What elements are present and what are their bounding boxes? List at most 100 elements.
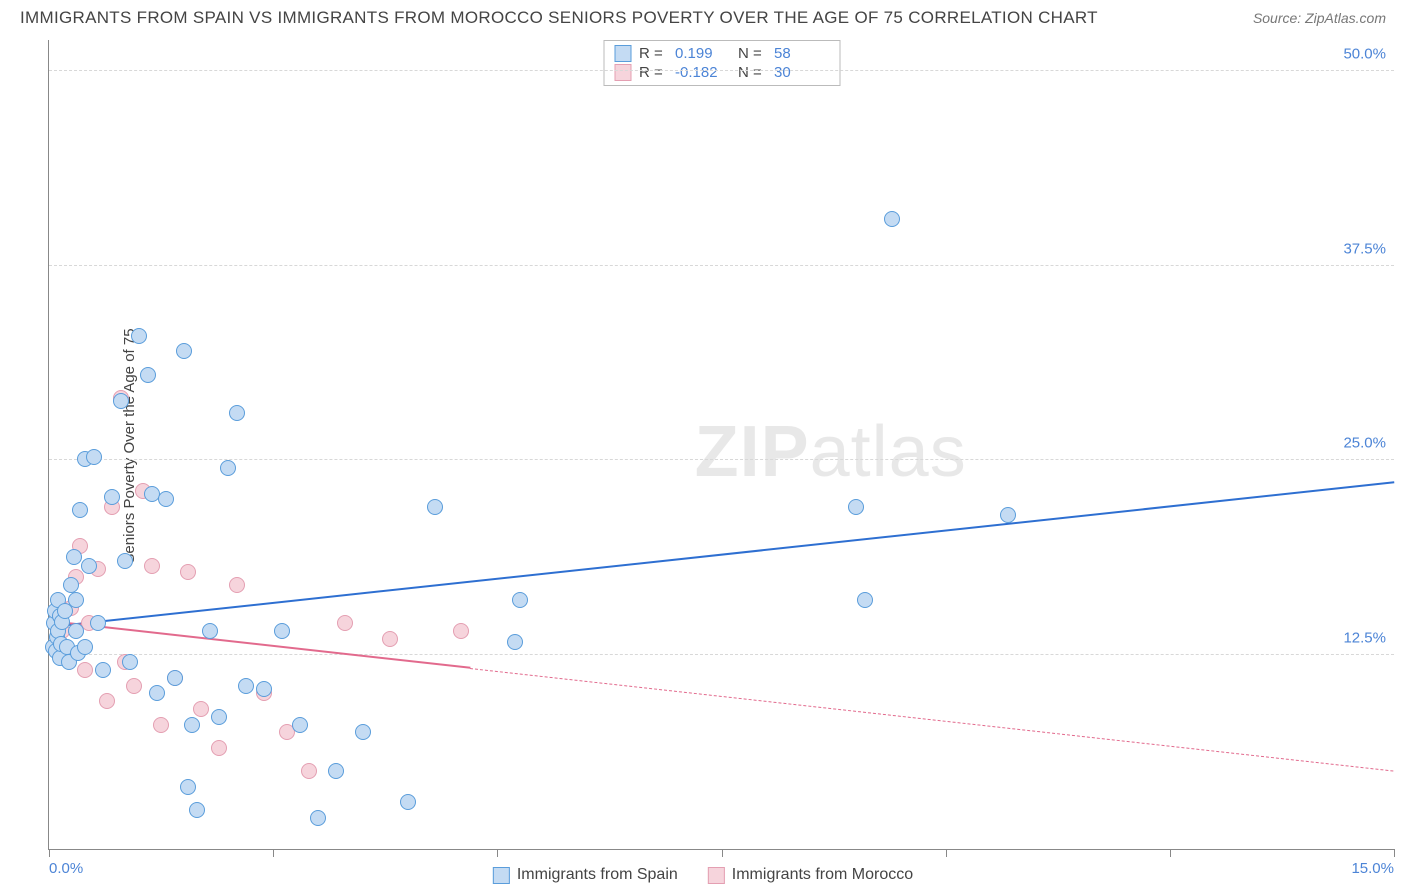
legend-swatch xyxy=(614,45,631,62)
legend-n-value: 30 xyxy=(774,64,829,81)
data-point xyxy=(140,367,156,383)
x-tick-label: 0.0% xyxy=(49,860,83,877)
legend-row: R =-0.182N =30 xyxy=(614,63,829,82)
legend-label: Immigrants from Spain xyxy=(517,866,678,884)
data-point xyxy=(57,603,73,619)
legend-label: Immigrants from Morocco xyxy=(732,866,913,884)
data-point xyxy=(184,717,200,733)
data-point xyxy=(176,343,192,359)
data-point xyxy=(211,709,227,725)
data-point xyxy=(167,670,183,686)
data-point xyxy=(61,654,77,670)
data-point xyxy=(104,489,120,505)
x-tick-label: 15.0% xyxy=(1351,860,1394,877)
data-point xyxy=(66,549,82,565)
data-point xyxy=(337,615,353,631)
gridline xyxy=(49,459,1394,460)
trend-line xyxy=(49,481,1394,628)
data-point xyxy=(144,486,160,502)
data-point xyxy=(144,558,160,574)
data-point xyxy=(884,211,900,227)
data-point xyxy=(53,636,69,652)
legend-swatch xyxy=(708,867,725,884)
legend-n-value: 58 xyxy=(774,45,829,62)
data-point xyxy=(59,647,75,663)
series-legend: Immigrants from Spain Immigrants from Mor… xyxy=(493,866,913,884)
data-point xyxy=(427,499,443,515)
data-point xyxy=(68,569,84,585)
data-point xyxy=(68,592,84,608)
x-tick xyxy=(946,849,947,857)
data-point xyxy=(50,626,66,642)
data-point xyxy=(46,615,62,631)
gridline xyxy=(49,70,1394,71)
data-point xyxy=(95,662,111,678)
data-point xyxy=(1000,507,1016,523)
data-point xyxy=(189,802,205,818)
data-point xyxy=(220,460,236,476)
data-point xyxy=(149,685,165,701)
x-tick xyxy=(1394,849,1395,857)
data-point xyxy=(400,794,416,810)
data-point xyxy=(49,629,65,645)
data-point xyxy=(848,499,864,515)
data-point xyxy=(45,639,61,655)
data-point xyxy=(310,810,326,826)
data-point xyxy=(52,650,68,666)
data-point xyxy=(90,561,106,577)
legend-n-label: N = xyxy=(738,64,766,81)
data-point xyxy=(131,328,147,344)
data-point xyxy=(857,592,873,608)
y-tick-label: 25.0% xyxy=(1343,435,1386,452)
gridline xyxy=(49,265,1394,266)
data-point xyxy=(72,502,88,518)
data-point xyxy=(72,538,88,554)
legend-item: Immigrants from Morocco xyxy=(708,866,913,884)
data-point xyxy=(117,654,133,670)
data-point xyxy=(158,491,174,507)
x-tick xyxy=(273,849,274,857)
data-point xyxy=(507,634,523,650)
data-point xyxy=(59,639,75,655)
x-tick xyxy=(1170,849,1171,857)
x-tick xyxy=(722,849,723,857)
data-point xyxy=(135,483,151,499)
data-point xyxy=(256,681,272,697)
data-point xyxy=(126,678,142,694)
legend-n-label: N = xyxy=(738,45,766,62)
data-point xyxy=(355,724,371,740)
trend-line xyxy=(49,620,471,669)
data-point xyxy=(153,717,169,733)
data-point xyxy=(77,662,93,678)
legend-r-value: -0.182 xyxy=(675,64,730,81)
data-point xyxy=(63,600,79,616)
gridline xyxy=(49,654,1394,655)
legend-swatch xyxy=(614,64,631,81)
data-point xyxy=(301,763,317,779)
data-point xyxy=(99,693,115,709)
x-tick xyxy=(497,849,498,857)
data-point xyxy=(256,685,272,701)
data-point xyxy=(229,577,245,593)
data-point xyxy=(86,449,102,465)
y-tick-label: 37.5% xyxy=(1343,240,1386,257)
y-tick-label: 50.0% xyxy=(1343,46,1386,63)
data-point xyxy=(512,592,528,608)
data-point xyxy=(77,639,93,655)
data-point xyxy=(113,390,129,406)
legend-r-label: R = xyxy=(639,45,667,62)
data-point xyxy=(104,499,120,515)
data-point xyxy=(453,623,469,639)
data-point xyxy=(279,724,295,740)
source-label: Source: ZipAtlas.com xyxy=(1253,10,1386,26)
trend-line xyxy=(470,668,1394,772)
data-point xyxy=(47,603,63,619)
data-point xyxy=(117,553,133,569)
data-point xyxy=(57,639,73,655)
data-point xyxy=(180,564,196,580)
data-point xyxy=(50,592,66,608)
data-point xyxy=(48,643,64,659)
y-tick-label: 12.5% xyxy=(1343,629,1386,646)
data-point xyxy=(90,615,106,631)
data-point xyxy=(328,763,344,779)
